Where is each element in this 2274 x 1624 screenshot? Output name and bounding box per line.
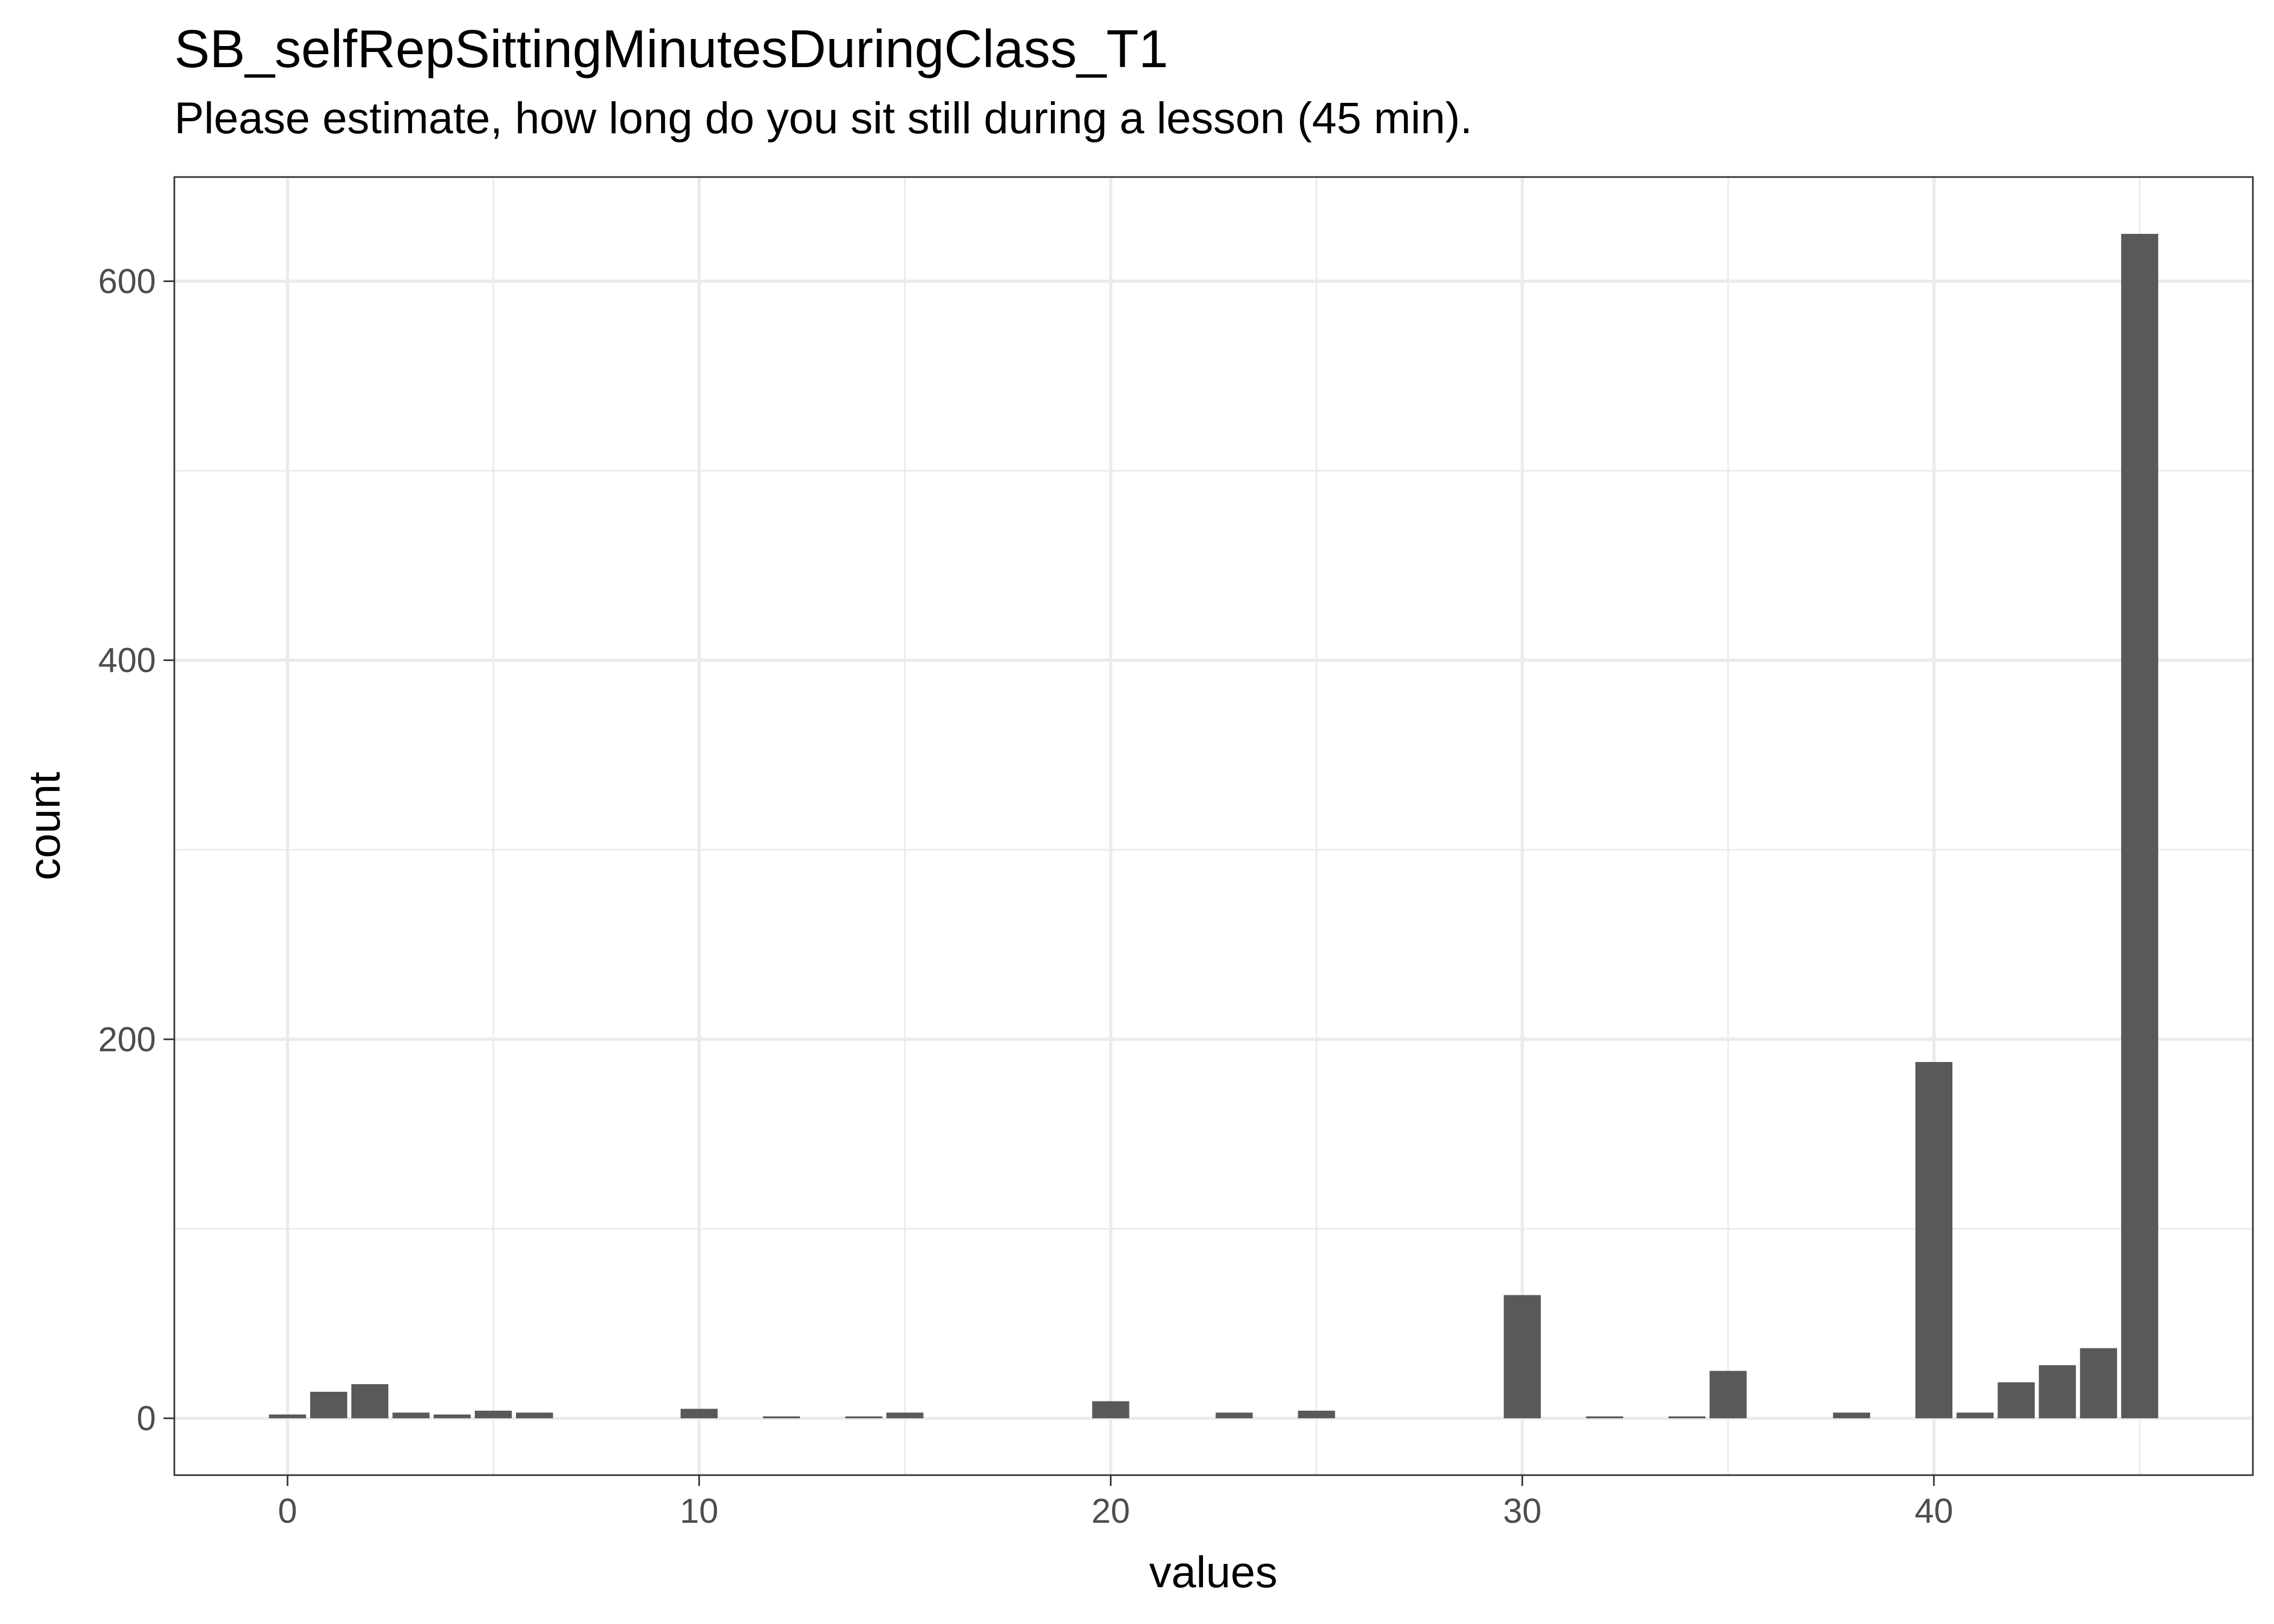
y-tick-label: 0 bbox=[136, 1399, 156, 1438]
histogram-bar bbox=[886, 1412, 924, 1418]
y-tick-label: 400 bbox=[98, 641, 156, 680]
histogram-bar bbox=[433, 1414, 471, 1418]
x-axis-ticks: 0 10 20 30 40 bbox=[278, 1475, 1953, 1530]
histogram-bar bbox=[515, 1412, 553, 1418]
x-tick-label: 20 bbox=[1092, 1491, 1130, 1530]
histogram-bar bbox=[845, 1416, 883, 1418]
histogram-bar bbox=[1216, 1412, 1253, 1418]
plot-panel-background bbox=[174, 177, 2253, 1475]
plot-panel-border bbox=[173, 176, 2254, 1476]
histogram-bar bbox=[2121, 234, 2159, 1418]
histogram-bar bbox=[2038, 1365, 2076, 1418]
histogram-bar bbox=[681, 1409, 718, 1418]
x-tick-label: 0 bbox=[278, 1491, 297, 1530]
histogram-bar bbox=[392, 1412, 430, 1418]
histogram-bar bbox=[1586, 1416, 1623, 1418]
histogram-bar bbox=[1092, 1401, 1129, 1418]
chart-subtitle: Please estimate, how long do you sit sti… bbox=[174, 94, 1473, 143]
histogram-bar bbox=[2080, 1348, 2118, 1418]
x-axis-title: values bbox=[1149, 1548, 1277, 1597]
histogram-bar bbox=[1298, 1410, 1335, 1418]
histogram-bar bbox=[1668, 1416, 1706, 1418]
x-tick-label: 40 bbox=[1914, 1491, 1953, 1530]
histogram-bar bbox=[310, 1391, 348, 1418]
y-tick-label: 600 bbox=[98, 262, 156, 301]
y-axis-ticks: 0 200 400 600 bbox=[98, 262, 174, 1438]
histogram-bar bbox=[269, 1414, 306, 1418]
x-tick-label: 10 bbox=[680, 1491, 718, 1530]
histogram-bar bbox=[474, 1410, 512, 1418]
histogram-bar bbox=[1997, 1382, 2035, 1418]
chart-title: SB_selfRepSittingMinutesDuringClass_T1 bbox=[174, 19, 1168, 78]
x-tick-label: 30 bbox=[1503, 1491, 1541, 1530]
histogram-bar bbox=[1504, 1295, 1541, 1418]
histogram-bar bbox=[1833, 1412, 1871, 1418]
histogram-bar bbox=[351, 1384, 389, 1418]
y-tick-label: 200 bbox=[98, 1020, 156, 1059]
bars-group bbox=[269, 234, 2159, 1418]
histogram-bar bbox=[1709, 1371, 1747, 1418]
histogram-bar bbox=[1956, 1412, 1994, 1418]
histogram-bar bbox=[763, 1416, 800, 1418]
histogram-bar bbox=[1915, 1062, 1953, 1418]
y-axis-title: count bbox=[20, 771, 69, 880]
